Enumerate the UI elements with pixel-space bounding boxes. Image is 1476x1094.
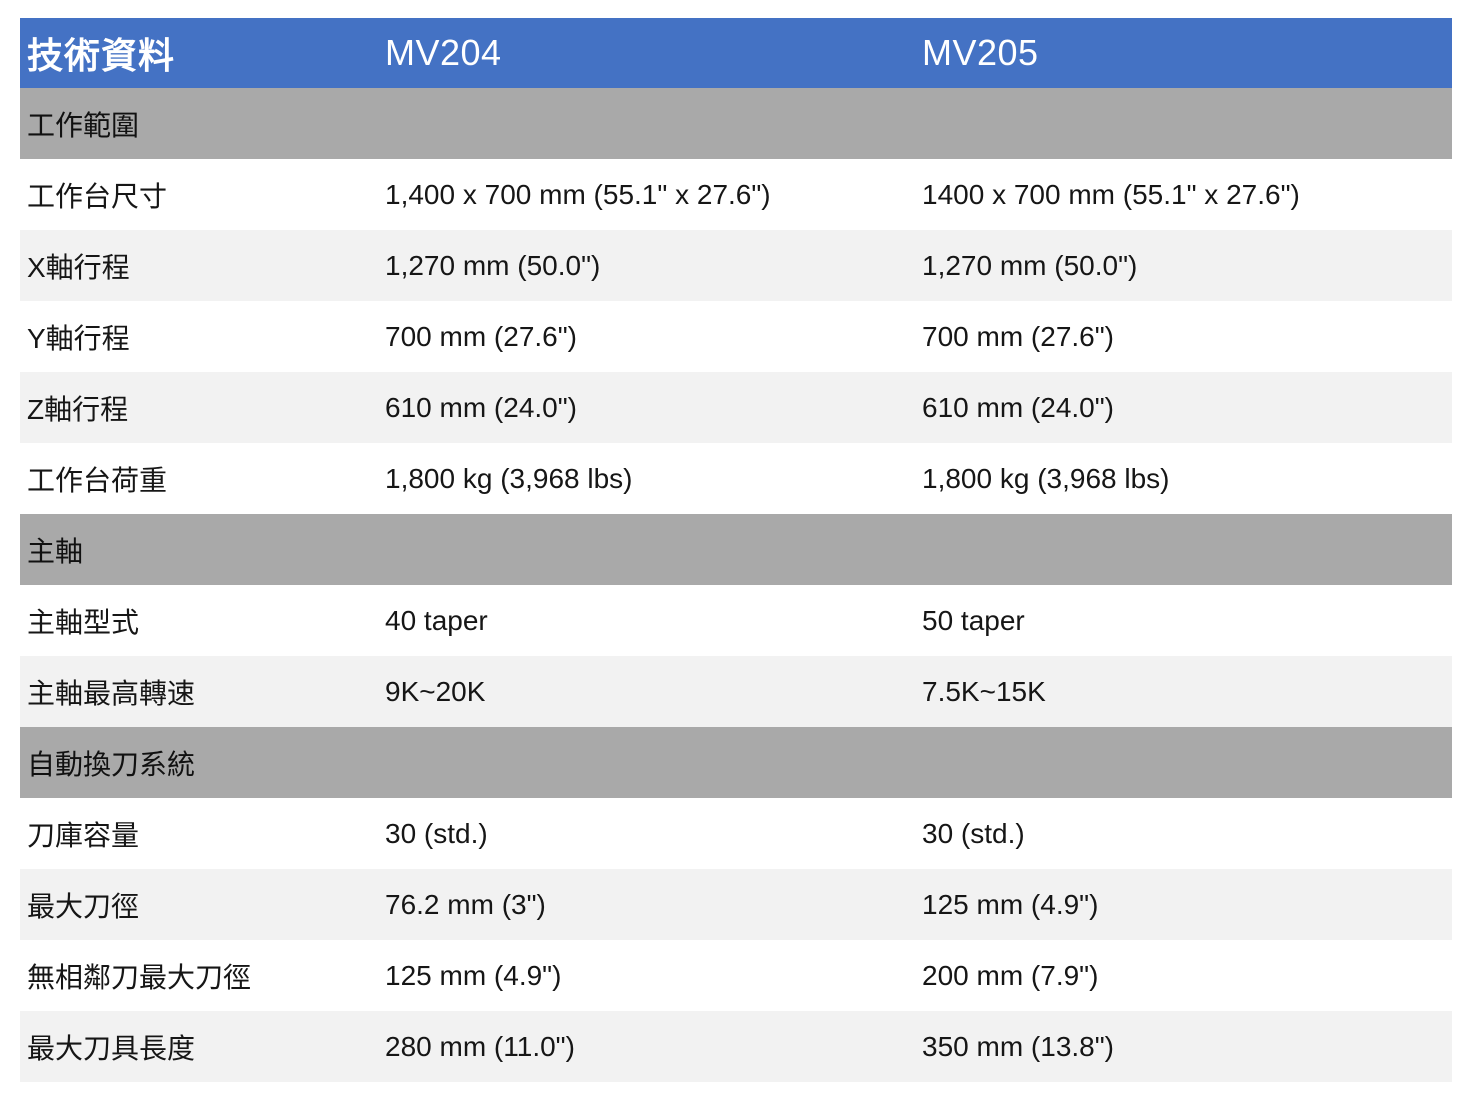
spec-label: 工作台荷重 <box>27 464 168 496</box>
table-row: 刀庫容量 30 (std.) 30 (std.) <box>20 798 1452 869</box>
spec-value-mv205: 1,270 mm (50.0") <box>922 249 1138 281</box>
table-row: 無相鄰刀最大刀徑 125 mm (4.9") 200 mm (7.9") <box>20 940 1452 1011</box>
section-row-work-range: 工作範圍 <box>20 88 1452 159</box>
spec-value-mv205: 610 mm (24.0") <box>922 391 1115 423</box>
table-row: X軸行程 1,270 mm (50.0") 1,270 mm (50.0") <box>20 230 1452 301</box>
spec-value-mv204: 9K~20K <box>385 675 486 707</box>
spec-value-mv205: 350 mm (13.8") <box>922 1030 1115 1062</box>
table-row: 工作台荷重 1,800 kg (3,968 lbs) 1,800 kg (3,9… <box>20 443 1452 514</box>
table-row: 最大刀具長度 280 mm (11.0") 350 mm (13.8") <box>20 1011 1452 1082</box>
spec-label: 最大刀具長度 <box>27 1032 196 1064</box>
spec-value-mv204: 76.2 mm (3") <box>385 888 546 920</box>
spec-label: 最大刀徑 <box>27 890 140 922</box>
spec-value-mv204: 1,800 kg (3,968 lbs) <box>385 462 633 494</box>
section-row-spindle: 主軸 <box>20 514 1452 585</box>
spec-value-mv205: 200 mm (7.9") <box>922 959 1099 991</box>
section-title: 工作範圍 <box>27 109 140 141</box>
table-row: Y軸行程 700 mm (27.6") 700 mm (27.6") <box>20 301 1452 372</box>
header-label: 技術資料 <box>27 35 176 76</box>
header-model-mv204: MV204 <box>385 32 502 73</box>
spec-value-mv204: 280 mm (11.0") <box>385 1030 575 1062</box>
header-model-mv205: MV205 <box>922 32 1039 73</box>
spec-value-mv204: 125 mm (4.9") <box>385 959 562 991</box>
spec-label: Z軸行程 <box>27 393 129 425</box>
table-row: 最大刀徑 76.2 mm (3") 125 mm (4.9") <box>20 869 1452 940</box>
section-title: 主軸 <box>27 535 84 567</box>
spec-label: X軸行程 <box>27 251 130 283</box>
spec-value-mv204: 40 taper <box>385 604 488 636</box>
spec-value-mv204: 30 (std.) <box>385 817 488 849</box>
spec-value-mv204: 1,270 mm (50.0") <box>385 249 601 281</box>
spec-label: 主軸型式 <box>27 606 140 638</box>
spec-label: 無相鄰刀最大刀徑 <box>27 961 252 993</box>
spec-value-mv204: 700 mm (27.6") <box>385 320 578 352</box>
spec-value-mv205: 125 mm (4.9") <box>922 888 1099 920</box>
spec-value-mv205: 1400 x 700 mm (55.1" x 27.6") <box>922 178 1300 210</box>
spec-table: 技術資料 MV204 MV205 工作範圍 工作台尺寸 1,400 x 700 … <box>20 18 1452 1082</box>
table-row: 主軸最高轉速 9K~20K 7.5K~15K <box>20 656 1452 727</box>
header-row: 技術資料 MV204 MV205 <box>20 18 1452 88</box>
spec-label: 工作台尺寸 <box>27 180 168 212</box>
table-row: Z軸行程 610 mm (24.0") 610 mm (24.0") <box>20 372 1452 443</box>
spec-label: 刀庫容量 <box>27 819 140 851</box>
spec-value-mv205: 30 (std.) <box>922 817 1025 849</box>
spec-value-mv204: 1,400 x 700 mm (55.1" x 27.6") <box>385 178 771 210</box>
spec-value-mv205: 1,800 kg (3,968 lbs) <box>922 462 1170 494</box>
spec-value-mv205: 700 mm (27.6") <box>922 320 1115 352</box>
spec-label: Y軸行程 <box>27 322 130 354</box>
spec-value-mv205: 7.5K~15K <box>922 675 1046 707</box>
spec-value-mv204: 610 mm (24.0") <box>385 391 578 423</box>
table-row: 工作台尺寸 1,400 x 700 mm (55.1" x 27.6") 140… <box>20 159 1452 230</box>
table-row: 主軸型式 40 taper 50 taper <box>20 585 1452 656</box>
section-title: 自動換刀系統 <box>27 748 196 780</box>
spec-label: 主軸最高轉速 <box>27 677 196 709</box>
spec-value-mv205: 50 taper <box>922 604 1025 636</box>
section-row-atc: 自動換刀系統 <box>20 727 1452 798</box>
